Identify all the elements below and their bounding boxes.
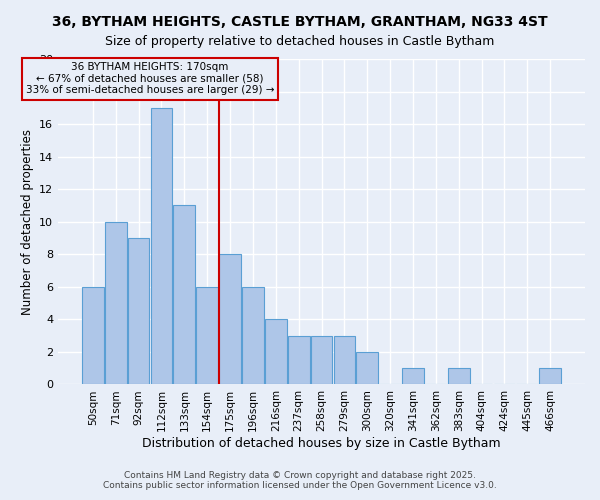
Bar xyxy=(196,287,218,384)
Bar xyxy=(334,336,355,384)
Text: Contains HM Land Registry data © Crown copyright and database right 2025.
Contai: Contains HM Land Registry data © Crown c… xyxy=(103,470,497,490)
Bar xyxy=(105,222,127,384)
Text: Size of property relative to detached houses in Castle Bytham: Size of property relative to detached ho… xyxy=(106,35,494,48)
Bar xyxy=(82,287,104,384)
Bar xyxy=(219,254,241,384)
Bar xyxy=(402,368,424,384)
Bar xyxy=(539,368,561,384)
Bar xyxy=(173,206,195,384)
X-axis label: Distribution of detached houses by size in Castle Bytham: Distribution of detached houses by size … xyxy=(142,437,501,450)
Bar xyxy=(448,368,470,384)
Y-axis label: Number of detached properties: Number of detached properties xyxy=(20,128,34,314)
Bar xyxy=(128,238,149,384)
Bar xyxy=(356,352,378,384)
Bar xyxy=(265,320,287,384)
Bar xyxy=(151,108,172,384)
Bar xyxy=(311,336,332,384)
Text: 36 BYTHAM HEIGHTS: 170sqm
← 67% of detached houses are smaller (58)
33% of semi-: 36 BYTHAM HEIGHTS: 170sqm ← 67% of detac… xyxy=(26,62,274,96)
Bar xyxy=(242,287,264,384)
Text: 36, BYTHAM HEIGHTS, CASTLE BYTHAM, GRANTHAM, NG33 4ST: 36, BYTHAM HEIGHTS, CASTLE BYTHAM, GRANT… xyxy=(52,15,548,29)
Bar xyxy=(288,336,310,384)
